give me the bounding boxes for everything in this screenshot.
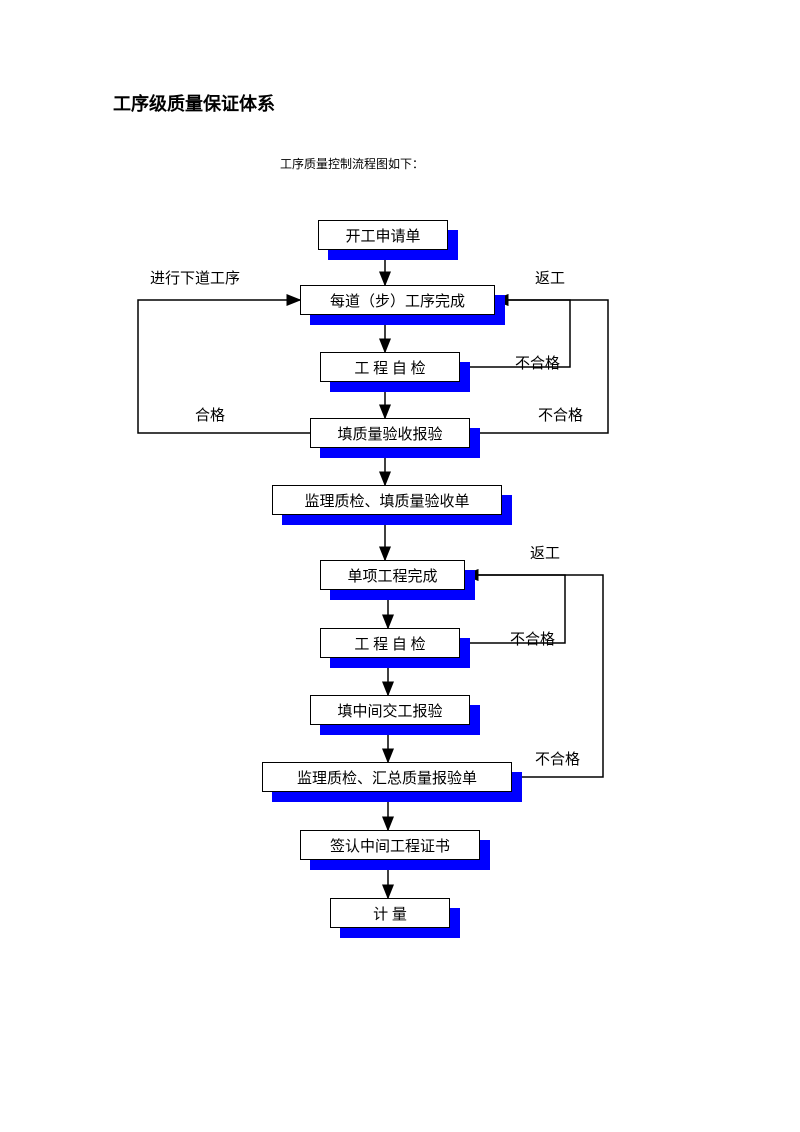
edge-label: 不合格 <box>538 404 583 425</box>
edge-label: 合格 <box>195 404 225 425</box>
flowchart-node: 单项工程完成 <box>320 560 465 590</box>
page-title: 工序级质量保证体系 <box>113 90 275 116</box>
edge-label: 不合格 <box>535 748 580 769</box>
flowchart-node: 监理质检、填质量验收单 <box>272 485 502 515</box>
edge-label: 返工 <box>530 542 560 563</box>
flowchart-node: 工 程 自 检 <box>320 628 460 658</box>
flowchart-node: 填质量验收报验 <box>310 418 470 448</box>
flowchart-node: 签认中间工程证书 <box>300 830 480 860</box>
flowchart-node: 计 量 <box>330 898 450 928</box>
edge-label: 返工 <box>535 267 565 288</box>
edge-label: 不合格 <box>510 628 555 649</box>
flowchart-node: 开工申请单 <box>318 220 448 250</box>
flowchart-node: 工 程 自 检 <box>320 352 460 382</box>
edge-label: 不合格 <box>515 352 560 373</box>
flowchart-node: 填中间交工报验 <box>310 695 470 725</box>
subtitle: 工序质量控制流程图如下： <box>280 155 424 172</box>
flowchart-node: 监理质检、汇总质量报验单 <box>262 762 512 792</box>
edge-label: 进行下道工序 <box>150 267 240 288</box>
flowchart-node: 每道（步）工序完成 <box>300 285 495 315</box>
